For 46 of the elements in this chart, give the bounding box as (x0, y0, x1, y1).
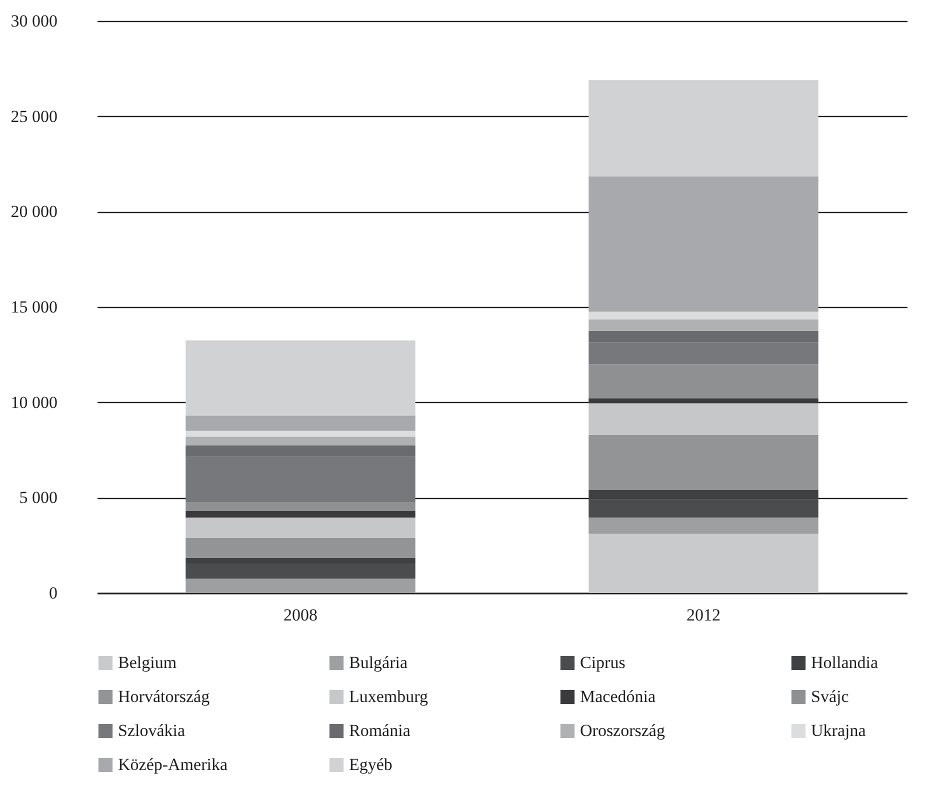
bar (588, 364, 818, 399)
x-tick-label: 2008 (284, 606, 318, 624)
bar (186, 511, 416, 518)
bar (588, 312, 818, 320)
legend-label: Horvátország (118, 687, 210, 706)
bar (588, 518, 818, 534)
bar (588, 319, 818, 331)
bar (186, 430, 416, 437)
legend-label: Belgium (118, 653, 177, 672)
legend-label: Egyéb (349, 755, 392, 774)
bar (186, 518, 416, 538)
y-tick-label: 20 000 (10, 202, 58, 222)
bar (588, 330, 818, 342)
bar (588, 534, 818, 593)
y-tick-label: 0 (49, 584, 58, 602)
legend-label: Ciprus (580, 653, 626, 672)
y-tick-label: 30 000 (10, 12, 58, 30)
bar (588, 80, 818, 176)
bar (186, 502, 416, 512)
bar (186, 340, 416, 416)
legend-label: Közép-Amerika (118, 755, 228, 774)
legend-label: Bulgária (349, 653, 408, 672)
legend-label: Románia (349, 721, 411, 740)
legend-label: Macedónia (580, 687, 656, 706)
y-tick-label: 10 000 (10, 392, 58, 412)
legend-label: Svájc (811, 687, 850, 706)
bar (186, 436, 416, 446)
bar (588, 398, 818, 404)
bar (186, 456, 416, 502)
legend-label: Oroszország (580, 721, 666, 740)
bar (588, 176, 818, 312)
bar (186, 578, 416, 593)
y-tick-label: 15 000 (10, 298, 58, 316)
legend-label: Hollandia (811, 653, 878, 672)
x-tick-label: 2012 (686, 606, 720, 624)
bar (588, 342, 818, 364)
legend-label: Luxemburg (349, 687, 429, 706)
bar (186, 538, 416, 558)
bar (588, 403, 818, 435)
y-tick-label: 25 000 (10, 106, 58, 126)
y-tick-label: 5 000 (19, 488, 58, 508)
bar (186, 445, 416, 457)
bar (186, 416, 416, 431)
legend-label: Ukrajna (811, 721, 866, 740)
bar (588, 434, 818, 490)
legend-label: Szlovákia (118, 721, 186, 740)
